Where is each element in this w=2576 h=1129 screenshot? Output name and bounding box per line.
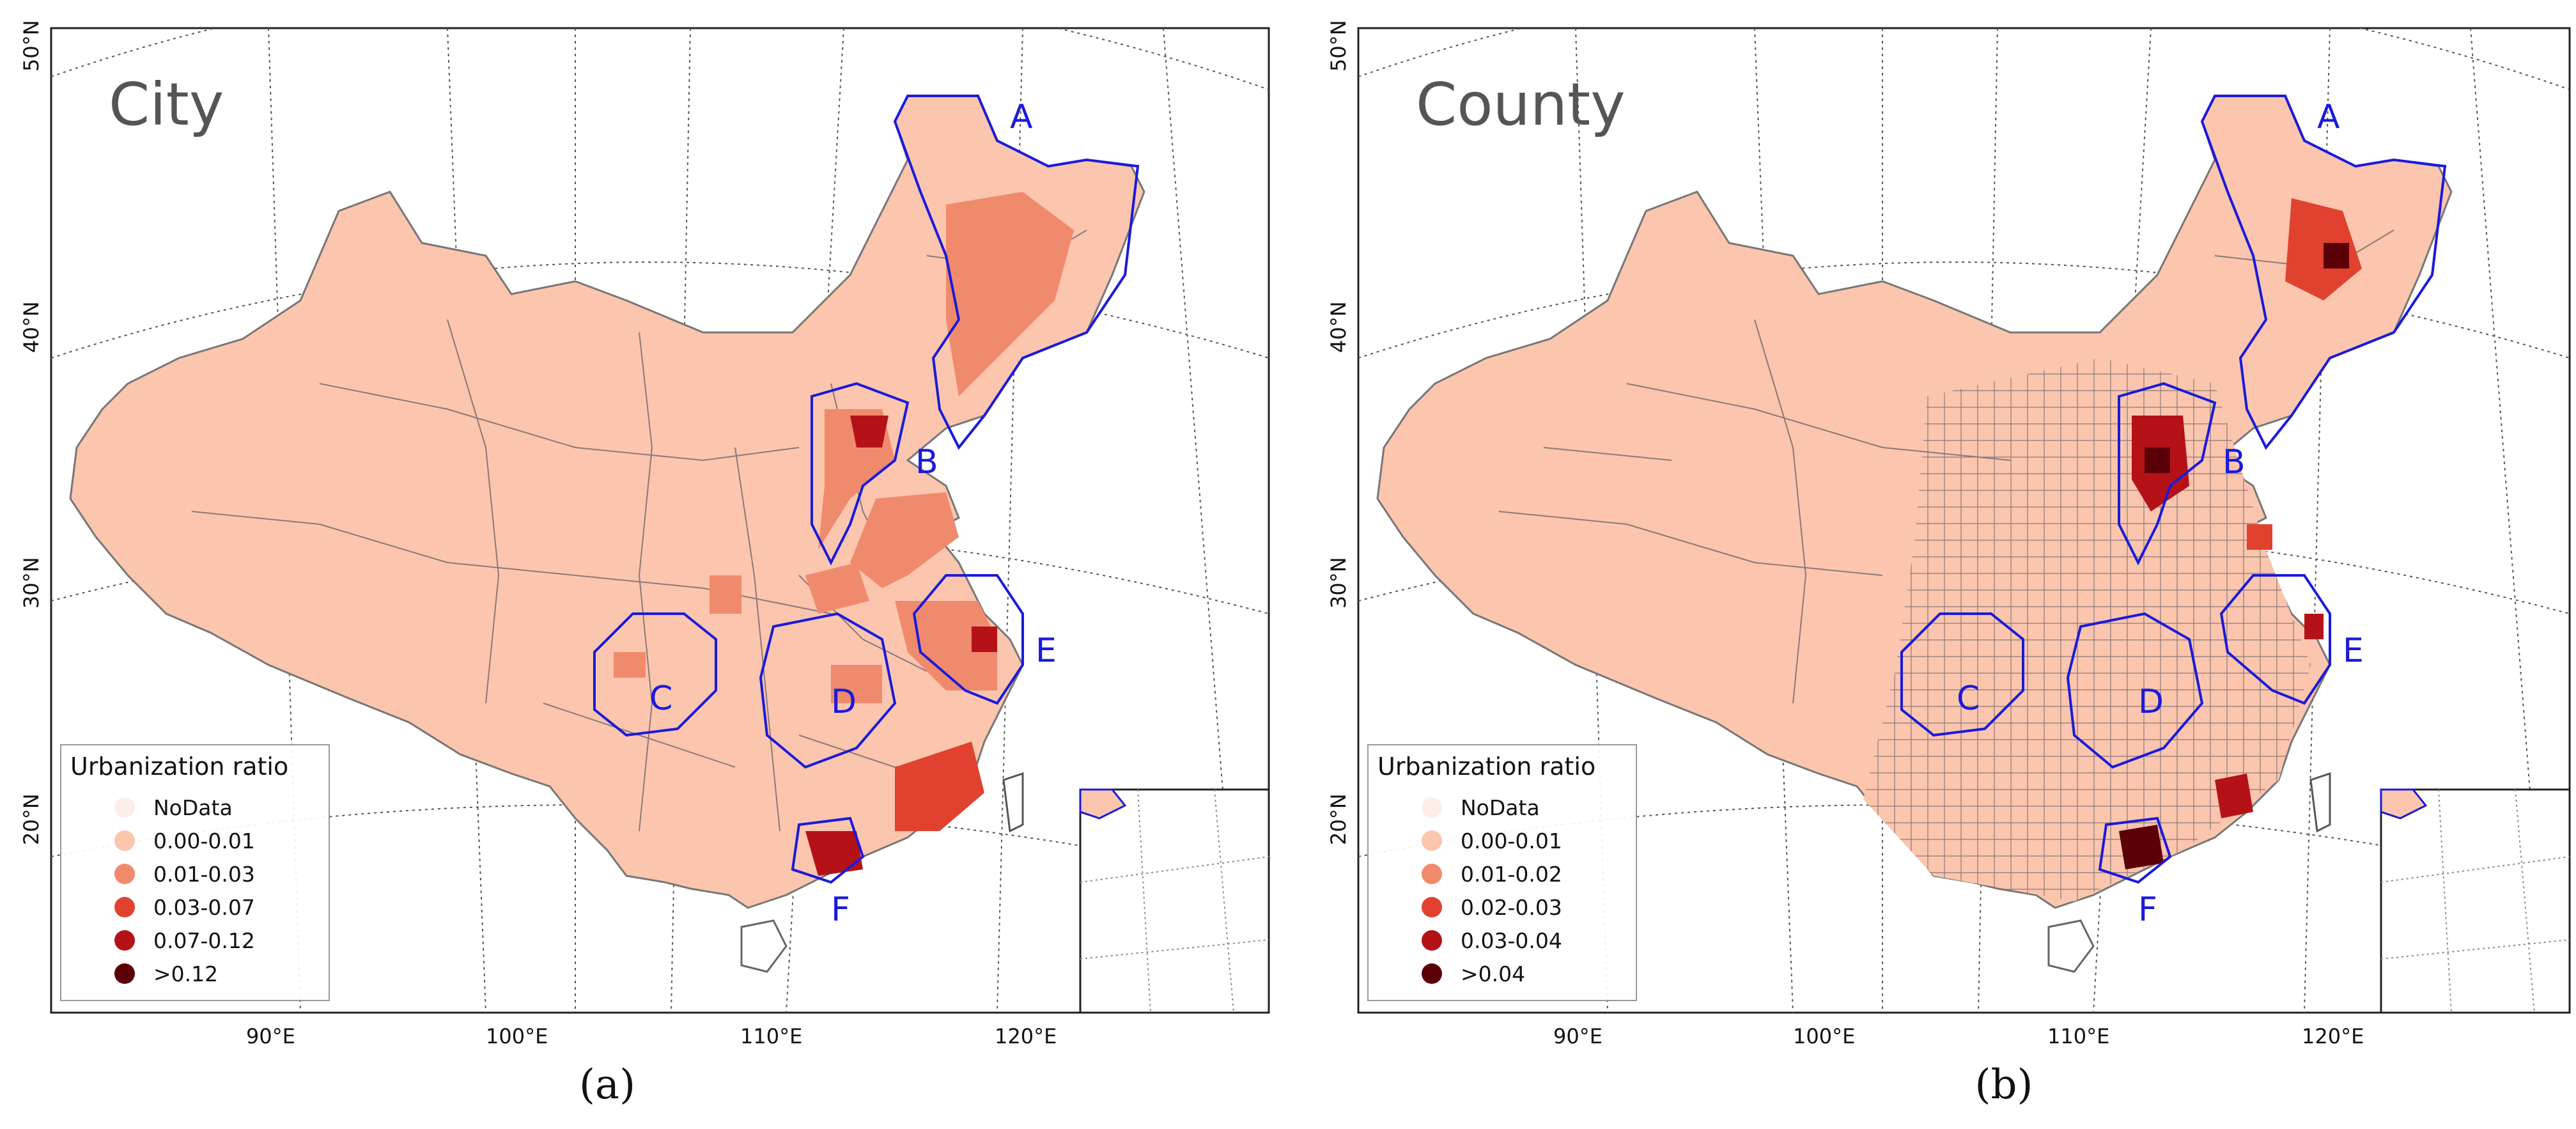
hainan-island	[740, 919, 788, 973]
legend-swatch-nodata	[1422, 797, 1442, 818]
lat-label-20: 20°N	[1326, 793, 1351, 845]
lat-label-30: 30°N	[19, 557, 43, 609]
region-label-d: D	[831, 683, 857, 721]
legend-swatch-1	[114, 830, 135, 851]
region-label-b: B	[2223, 443, 2246, 481]
urbanization-hotspots	[614, 192, 1074, 876]
legend-label-4: 0.07-0.12	[153, 928, 255, 953]
legend-swatch-3	[114, 897, 135, 917]
south-china-sea-inset	[1079, 788, 1269, 1013]
legend-swatch-3	[1422, 897, 1442, 917]
lon-label-90: 90°E	[1553, 1024, 1602, 1048]
legend-label-2: 0.01-0.02	[1461, 862, 1562, 887]
region-labels: A B C D E F	[649, 98, 1057, 929]
legend-swatch-1	[1422, 830, 1442, 851]
legend-title: Urbanization ratio	[1377, 752, 1595, 781]
latitude-labels: 50°N 40°N 30°N 20°N	[19, 20, 43, 845]
map-panel-county: A B C D E F County 90°E 100°E 110°E 120°…	[1288, 0, 2576, 1129]
legend-label-nodata: NoData	[1461, 795, 1540, 820]
legend-label-2: 0.01-0.03	[153, 862, 255, 887]
hainan-island	[2047, 919, 2095, 973]
region-label-e: E	[1036, 632, 1057, 670]
lon-label-100: 100°E	[1793, 1024, 1855, 1048]
map-panel-city: A B C D E F City 90°E 100°E 110°E 120°E …	[19, 20, 1270, 1109]
legend-items: NoData 0.00-0.01 0.01-0.03 0.03-0.07 0.0…	[114, 795, 255, 986]
longitude-labels: 90°E 100°E 110°E 120°E	[1553, 1024, 2364, 1048]
lon-label-110: 110°E	[740, 1024, 802, 1048]
map-figure: A B C D E F County 90°E 100°E 110°E 120°…	[1326, 20, 2571, 1048]
lat-label-20: 20°N	[19, 793, 43, 845]
legend-swatch-2	[114, 864, 135, 884]
taiwan-island	[1002, 772, 1024, 833]
region-label-e: E	[2343, 632, 2364, 670]
region-label-a: A	[1010, 98, 1033, 136]
legend-label-3: 0.02-0.03	[1461, 895, 1562, 920]
longitude-labels: 90°E 100°E 110°E 120°E	[246, 1024, 1057, 1048]
lat-label-30: 30°N	[1326, 557, 1351, 609]
lon-label-100: 100°E	[486, 1024, 548, 1048]
panel-title: City	[109, 70, 224, 139]
lon-label-120: 120°E	[995, 1024, 1057, 1048]
lat-label-40: 40°N	[1326, 301, 1351, 353]
region-label-f: F	[2138, 891, 2157, 929]
legend-label-1: 0.00-0.01	[153, 829, 255, 853]
legend-items: NoData 0.00-0.01 0.01-0.02 0.02-0.03 0.0…	[1422, 795, 1562, 986]
panel-title: County	[1416, 70, 1626, 139]
legend-swatch-5	[114, 963, 135, 984]
legend-label-5: >0.04	[1461, 962, 1525, 986]
lon-label-120: 120°E	[2302, 1024, 2364, 1048]
legend-swatch-4	[114, 930, 135, 951]
lat-label-50: 50°N	[19, 20, 43, 72]
study-region-outlines	[593, 95, 1140, 884]
region-label-b: B	[915, 443, 938, 481]
latitude-labels: 50°N 40°N 30°N 20°N	[1326, 20, 1351, 845]
legend-label-5: >0.12	[153, 962, 218, 986]
lat-label-50: 50°N	[1326, 20, 1351, 72]
lon-label-90: 90°E	[246, 1024, 295, 1048]
region-label-c: C	[649, 680, 672, 718]
legend-swatch-2	[1422, 864, 1442, 884]
legend-label-4: 0.03-0.04	[1461, 928, 1562, 953]
lat-label-40: 40°N	[19, 301, 43, 353]
region-label-d: D	[2138, 683, 2164, 721]
region-label-c: C	[1957, 680, 1980, 718]
region-label-f: F	[831, 891, 850, 929]
legend-label-3: 0.03-0.07	[153, 895, 255, 920]
legend: Urbanization ratio NoData 0.00-0.01 0.01…	[1367, 744, 1637, 1001]
figure-caption: (a)	[578, 1061, 636, 1109]
map-figure: A B C D E F City 90°E 100°E 110°E 120°E …	[19, 20, 1270, 1048]
taiwan-island	[2309, 772, 2331, 833]
legend: Urbanization ratio NoData 0.00-0.01 0.01…	[60, 744, 330, 1001]
legend-label-nodata: NoData	[153, 795, 233, 820]
legend-swatch-4	[1422, 930, 1442, 951]
figure-caption: (b)	[1975, 1061, 2033, 1109]
region-labels: A B C D E F	[1957, 98, 2364, 929]
legend-swatch-5	[1422, 963, 1442, 984]
lon-label-110: 110°E	[2047, 1024, 2109, 1048]
county-mesh	[1863, 358, 2311, 901]
study-region-outlines	[1900, 95, 2447, 884]
south-china-sea-inset	[2380, 788, 2570, 1013]
legend-swatch-nodata	[114, 797, 135, 818]
legend-title: Urbanization ratio	[70, 752, 288, 781]
legend-label-1: 0.00-0.01	[1461, 829, 1562, 853]
region-label-a: A	[2317, 98, 2340, 136]
urbanization-hotspots	[2119, 198, 2362, 869]
